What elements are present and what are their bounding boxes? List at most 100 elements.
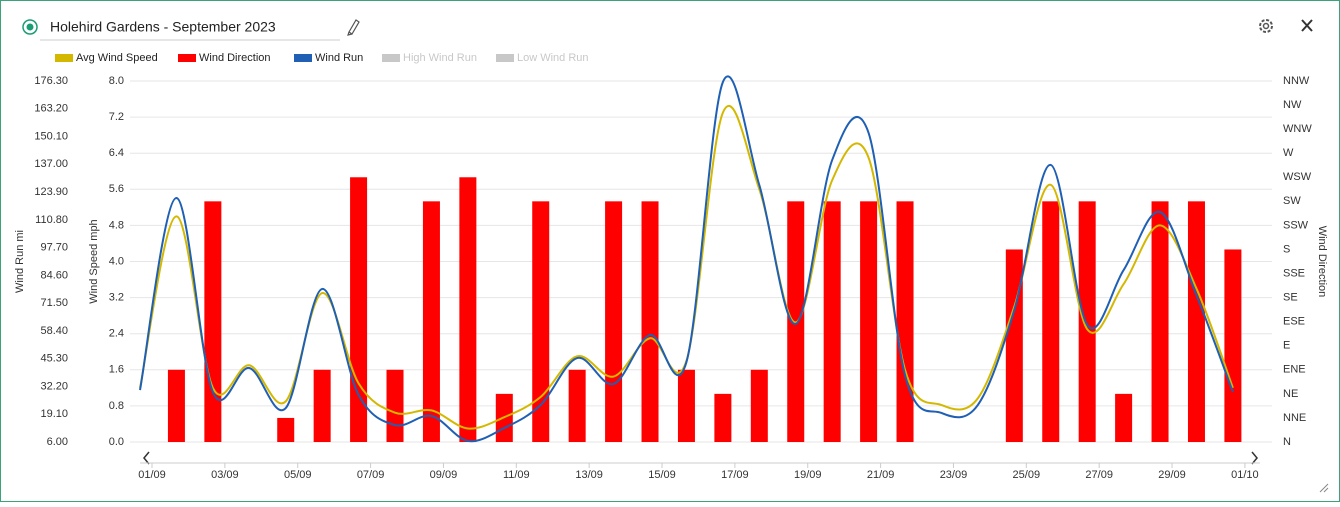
y1-tick-label: 110.80 xyxy=(35,214,68,226)
y2-tick-label: E xyxy=(1283,340,1290,352)
y1-tick-label: 58.40 xyxy=(40,325,68,337)
direction-bar xyxy=(277,417,295,442)
legend-label[interactable]: Low Wind Run xyxy=(517,52,589,64)
resize-handle[interactable] xyxy=(1319,483,1329,493)
y-tick-label: 7.2 xyxy=(109,111,124,123)
y2-tick-label: WSW xyxy=(1283,171,1312,183)
y2-tick-label: NE xyxy=(1283,388,1298,400)
y1-tick-label: 19.10 xyxy=(40,408,68,420)
x-tick-label: 21/09 xyxy=(867,469,895,481)
radio-icon[interactable] xyxy=(22,19,38,35)
scroll-right[interactable] xyxy=(1251,451,1258,465)
y2-tick-label: S xyxy=(1283,243,1290,255)
direction-bar xyxy=(750,369,768,442)
scroll-left[interactable] xyxy=(143,451,150,465)
legend-label[interactable]: Wind Direction xyxy=(199,52,271,64)
y-tick-label: 0.8 xyxy=(109,400,124,412)
edit-icon[interactable] xyxy=(347,19,360,36)
y-tick-label: 2.4 xyxy=(109,328,124,340)
direction-bar xyxy=(386,369,404,442)
y2-tick-label: SE xyxy=(1283,292,1298,304)
x-tick-label: 25/09 xyxy=(1013,469,1041,481)
y1-tick-label: 45.30 xyxy=(40,353,68,365)
direction-bar xyxy=(1224,249,1242,442)
y-tick-label: 6.4 xyxy=(109,147,124,159)
y1-tick-label: 32.20 xyxy=(40,380,68,392)
legend-label[interactable]: High Wind Run xyxy=(403,52,477,64)
y1-tick-label: 97.70 xyxy=(40,242,68,254)
y-tick-label: 4.0 xyxy=(109,255,124,267)
direction-bar xyxy=(167,369,185,442)
x-tick-label: 01/09 xyxy=(138,469,166,481)
x-tick-label: 23/09 xyxy=(940,469,968,481)
x-tick-label: 11/09 xyxy=(503,469,530,481)
y1-tick-label: 176.30 xyxy=(34,75,68,87)
direction-bar xyxy=(896,201,914,442)
x-tick-label: 29/09 xyxy=(1158,469,1186,481)
y1-axis-title: Wind Run mi xyxy=(14,230,26,293)
x-tick-label: 09/09 xyxy=(430,469,458,481)
direction-bar xyxy=(422,201,440,442)
y1-tick-label: 163.20 xyxy=(34,103,68,115)
legend-swatch xyxy=(178,54,196,62)
y-tick-label: 1.6 xyxy=(109,364,124,376)
y-tick-label: 3.2 xyxy=(109,292,124,304)
direction-bar xyxy=(1115,393,1133,442)
x-tick-label: 01/10 xyxy=(1231,469,1259,481)
y2-tick-label: ENE xyxy=(1283,364,1306,376)
series-line xyxy=(139,75,1234,443)
close-icon[interactable] xyxy=(1301,19,1313,32)
legend-swatch xyxy=(55,54,73,62)
legend-swatch xyxy=(294,54,312,62)
y2-tick-label: N xyxy=(1283,436,1291,448)
x-tick-label: 27/09 xyxy=(1085,469,1113,481)
direction-bar xyxy=(641,201,659,442)
y-tick-label: 0.0 xyxy=(109,436,124,448)
direction-bar xyxy=(714,393,732,442)
y1-tick-label: 84.60 xyxy=(40,269,68,281)
x-tick-label: 19/09 xyxy=(794,469,822,481)
y2-tick-label: W xyxy=(1283,147,1294,159)
y2-tick-label: SSE xyxy=(1283,267,1305,279)
direction-bar xyxy=(313,369,331,442)
settings-icon[interactable] xyxy=(1259,19,1273,33)
y-axis-title: Wind Speed mph xyxy=(88,219,100,303)
gear-hub xyxy=(1262,22,1270,30)
y1-tick-label: 6.00 xyxy=(47,436,68,448)
y2-tick-label: WNW xyxy=(1283,123,1312,135)
x-tick-label: 15/09 xyxy=(648,469,676,481)
direction-bar xyxy=(350,177,368,442)
legend-label[interactable]: Wind Run xyxy=(315,52,363,64)
y1-tick-label: 137.00 xyxy=(34,158,68,170)
legend-label[interactable]: Avg Wind Speed xyxy=(76,52,158,64)
y2-tick-label: NW xyxy=(1283,99,1302,111)
direction-bar xyxy=(1005,249,1023,442)
legend-swatch xyxy=(382,54,400,62)
y2-tick-label: SSW xyxy=(1283,219,1309,231)
x-tick-label: 03/09 xyxy=(211,469,239,481)
direction-bar xyxy=(605,201,623,442)
direction-bar xyxy=(532,201,550,442)
direction-bar xyxy=(459,177,477,442)
radio-inner xyxy=(26,23,34,31)
x-tick-label: 13/09 xyxy=(575,469,603,481)
direction-bar xyxy=(860,201,878,442)
y-tick-label: 5.6 xyxy=(109,183,124,195)
y1-tick-label: 71.50 xyxy=(40,297,68,309)
y2-tick-label: NNE xyxy=(1283,412,1306,424)
direction-bar xyxy=(1151,201,1169,442)
y2-tick-label: NNW xyxy=(1283,75,1310,87)
y2-tick-label: SW xyxy=(1283,195,1301,207)
legend-swatch xyxy=(496,54,514,62)
radio-outer xyxy=(22,19,38,35)
widget-title: Holehird Gardens - September 2023 xyxy=(50,19,276,35)
y-tick-label: 8.0 xyxy=(109,75,124,87)
direction-bar xyxy=(568,369,586,442)
x-tick-label: 05/09 xyxy=(284,469,312,481)
direction-bar xyxy=(677,369,695,442)
direction-bar xyxy=(1042,201,1060,442)
y-tick-label: 4.8 xyxy=(109,219,124,231)
direction-bar xyxy=(823,201,841,442)
